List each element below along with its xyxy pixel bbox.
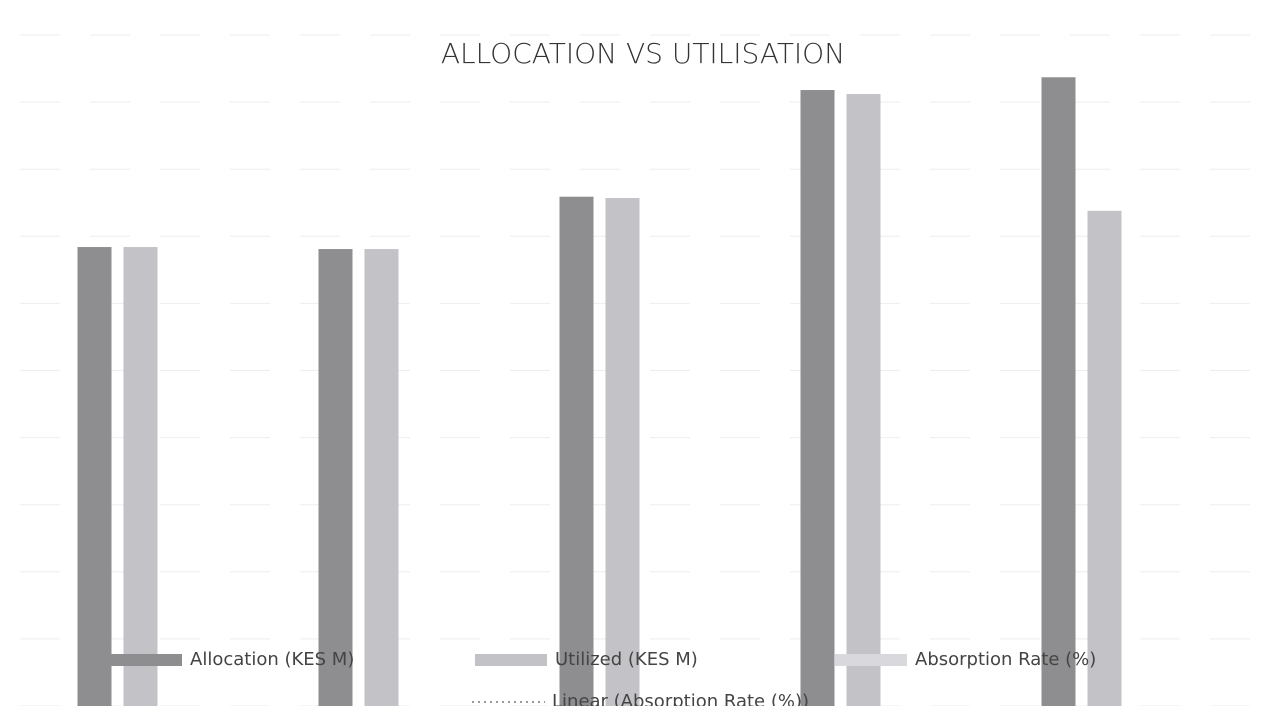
legend-item: Utilized (KES M) (475, 649, 698, 670)
legend-item: Absorption Rate (%) (835, 649, 1096, 670)
legend-item: Allocation (KES M) (110, 649, 354, 670)
bar (318, 249, 353, 706)
bar (123, 247, 158, 706)
bar (1087, 210, 1122, 706)
legend-swatch (475, 654, 547, 666)
bar (846, 94, 881, 706)
legend-swatch (835, 654, 907, 666)
bar (1041, 77, 1076, 706)
bar (364, 249, 399, 706)
bar (800, 90, 835, 706)
legend-label: Allocation (KES M) (190, 649, 354, 670)
legend-swatch (110, 654, 182, 666)
chart-title: ALLOCATION VS UTILISATION (441, 37, 845, 70)
bar (559, 196, 594, 706)
bar (605, 198, 640, 706)
legend-item: Linear (Absorption Rate (%)) (472, 691, 809, 706)
legend-label: Absorption Rate (%) (915, 649, 1096, 670)
bar (77, 247, 112, 706)
legend-label: Utilized (KES M) (555, 649, 698, 670)
legend-label: Linear (Absorption Rate (%)) (552, 691, 809, 706)
